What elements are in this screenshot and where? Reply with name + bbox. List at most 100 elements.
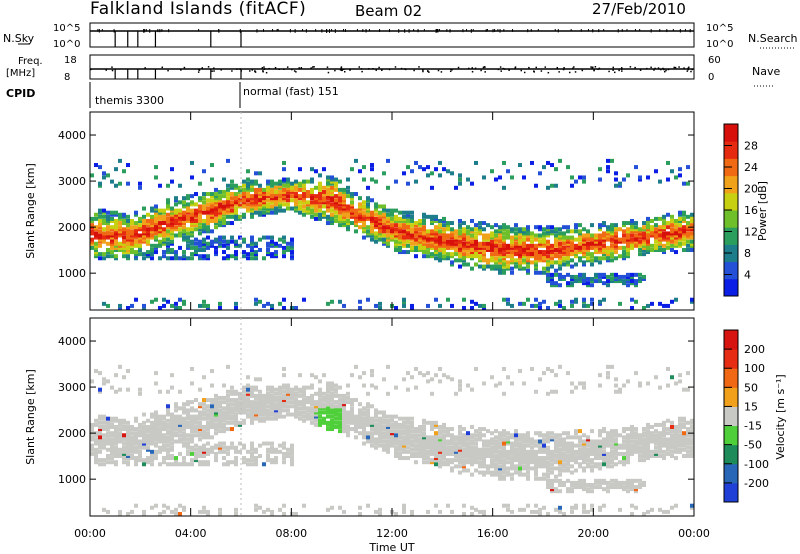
power-cell bbox=[166, 216, 170, 221]
power-cell bbox=[690, 243, 694, 248]
power-cell bbox=[606, 233, 610, 238]
velocity-cell bbox=[218, 429, 222, 434]
power-cell bbox=[374, 208, 378, 213]
power-cell bbox=[434, 214, 438, 219]
velocity-cell bbox=[202, 410, 206, 415]
power-cell bbox=[146, 252, 150, 257]
velocity-cell bbox=[238, 393, 242, 398]
velocity-cell bbox=[238, 406, 242, 411]
velocity-cell bbox=[458, 431, 462, 436]
power-cell bbox=[582, 297, 586, 302]
power-cell bbox=[514, 235, 518, 240]
power-cell bbox=[418, 247, 422, 252]
power-cell bbox=[294, 198, 298, 203]
power-cell bbox=[198, 208, 202, 213]
power-cell bbox=[330, 177, 334, 182]
power-cell bbox=[246, 206, 250, 211]
power-cell bbox=[386, 221, 390, 226]
power-cell bbox=[166, 198, 170, 203]
velocity-cell bbox=[286, 412, 290, 417]
power-cell bbox=[302, 187, 306, 192]
power-cell bbox=[530, 303, 534, 308]
power-cell bbox=[542, 256, 546, 261]
velocity-cell bbox=[514, 447, 518, 452]
velocity-cell bbox=[458, 470, 462, 475]
power-cell bbox=[638, 247, 642, 252]
velocity-cell bbox=[226, 408, 230, 413]
velocity-cell bbox=[494, 466, 498, 471]
power-cell bbox=[214, 252, 218, 257]
velocity-cell bbox=[494, 443, 498, 448]
velocity-cell bbox=[358, 414, 362, 419]
velocity-cell bbox=[346, 395, 350, 400]
velocity-cell bbox=[186, 424, 190, 429]
velocity-cell bbox=[166, 456, 170, 461]
nave-point bbox=[690, 70, 692, 73]
power-cell bbox=[434, 167, 438, 172]
velocity-cell bbox=[478, 453, 482, 458]
velocity-cell bbox=[142, 433, 146, 438]
power-cell bbox=[374, 231, 378, 236]
velocity-cell bbox=[130, 437, 134, 442]
power-cell bbox=[498, 270, 502, 275]
velocity-cell bbox=[166, 505, 170, 510]
velocity-cell bbox=[470, 451, 474, 456]
velocity-cell bbox=[242, 393, 246, 398]
power-cell bbox=[562, 233, 566, 238]
power-cell bbox=[482, 254, 486, 259]
power-cell bbox=[366, 231, 370, 236]
velocity-cell bbox=[178, 429, 182, 434]
power-cell bbox=[598, 167, 602, 172]
power-cell bbox=[154, 235, 158, 240]
velocity-cell bbox=[514, 451, 518, 456]
velocity-cell bbox=[482, 451, 486, 456]
power-cell bbox=[498, 264, 502, 269]
power-cell bbox=[570, 183, 574, 188]
velocity-cell bbox=[470, 453, 474, 458]
power-cell bbox=[638, 235, 642, 240]
velocity-cell bbox=[506, 466, 510, 471]
power-cell bbox=[666, 160, 670, 165]
velocity-cell bbox=[394, 420, 398, 425]
power-cell bbox=[470, 229, 474, 234]
velocity-cell bbox=[254, 456, 258, 461]
velocity-cell bbox=[398, 433, 402, 438]
velocity-cell bbox=[374, 418, 378, 423]
velocity-cell bbox=[166, 453, 170, 458]
velocity-cell bbox=[578, 462, 582, 467]
power-cell bbox=[126, 247, 130, 252]
power-cell bbox=[610, 158, 614, 163]
power-cell bbox=[286, 202, 290, 207]
velocity-cell bbox=[498, 451, 502, 456]
power-cell bbox=[466, 229, 470, 234]
velocity-cell bbox=[402, 424, 406, 429]
velocity-cell bbox=[502, 429, 506, 434]
velocity-cell bbox=[174, 416, 178, 421]
velocity-cell bbox=[374, 429, 378, 434]
power-cell bbox=[506, 247, 510, 252]
power-cell bbox=[90, 173, 94, 178]
power-cell bbox=[542, 233, 546, 238]
power-cell bbox=[298, 210, 302, 215]
power-cell bbox=[354, 192, 358, 197]
velocity-cell bbox=[102, 414, 106, 419]
power-cell bbox=[146, 229, 150, 234]
power-cell bbox=[642, 243, 646, 248]
power-cell bbox=[522, 252, 526, 257]
power-cell bbox=[234, 212, 238, 217]
power-cell bbox=[270, 183, 274, 188]
velocity-cell bbox=[118, 447, 122, 452]
power-cell bbox=[490, 225, 494, 230]
velocity-cell bbox=[426, 420, 430, 425]
velocity-cell bbox=[362, 383, 366, 388]
freq-tick-high: 18 bbox=[64, 55, 77, 66]
power-cell bbox=[166, 204, 170, 209]
power-cell bbox=[414, 239, 418, 244]
velocity-cell bbox=[130, 441, 134, 446]
power-cell bbox=[170, 229, 174, 234]
power-cell bbox=[222, 221, 226, 226]
velocity-cell bbox=[242, 443, 246, 448]
velocity-cell bbox=[578, 443, 582, 448]
velocity-cell bbox=[190, 420, 194, 425]
power-cell bbox=[406, 223, 410, 228]
